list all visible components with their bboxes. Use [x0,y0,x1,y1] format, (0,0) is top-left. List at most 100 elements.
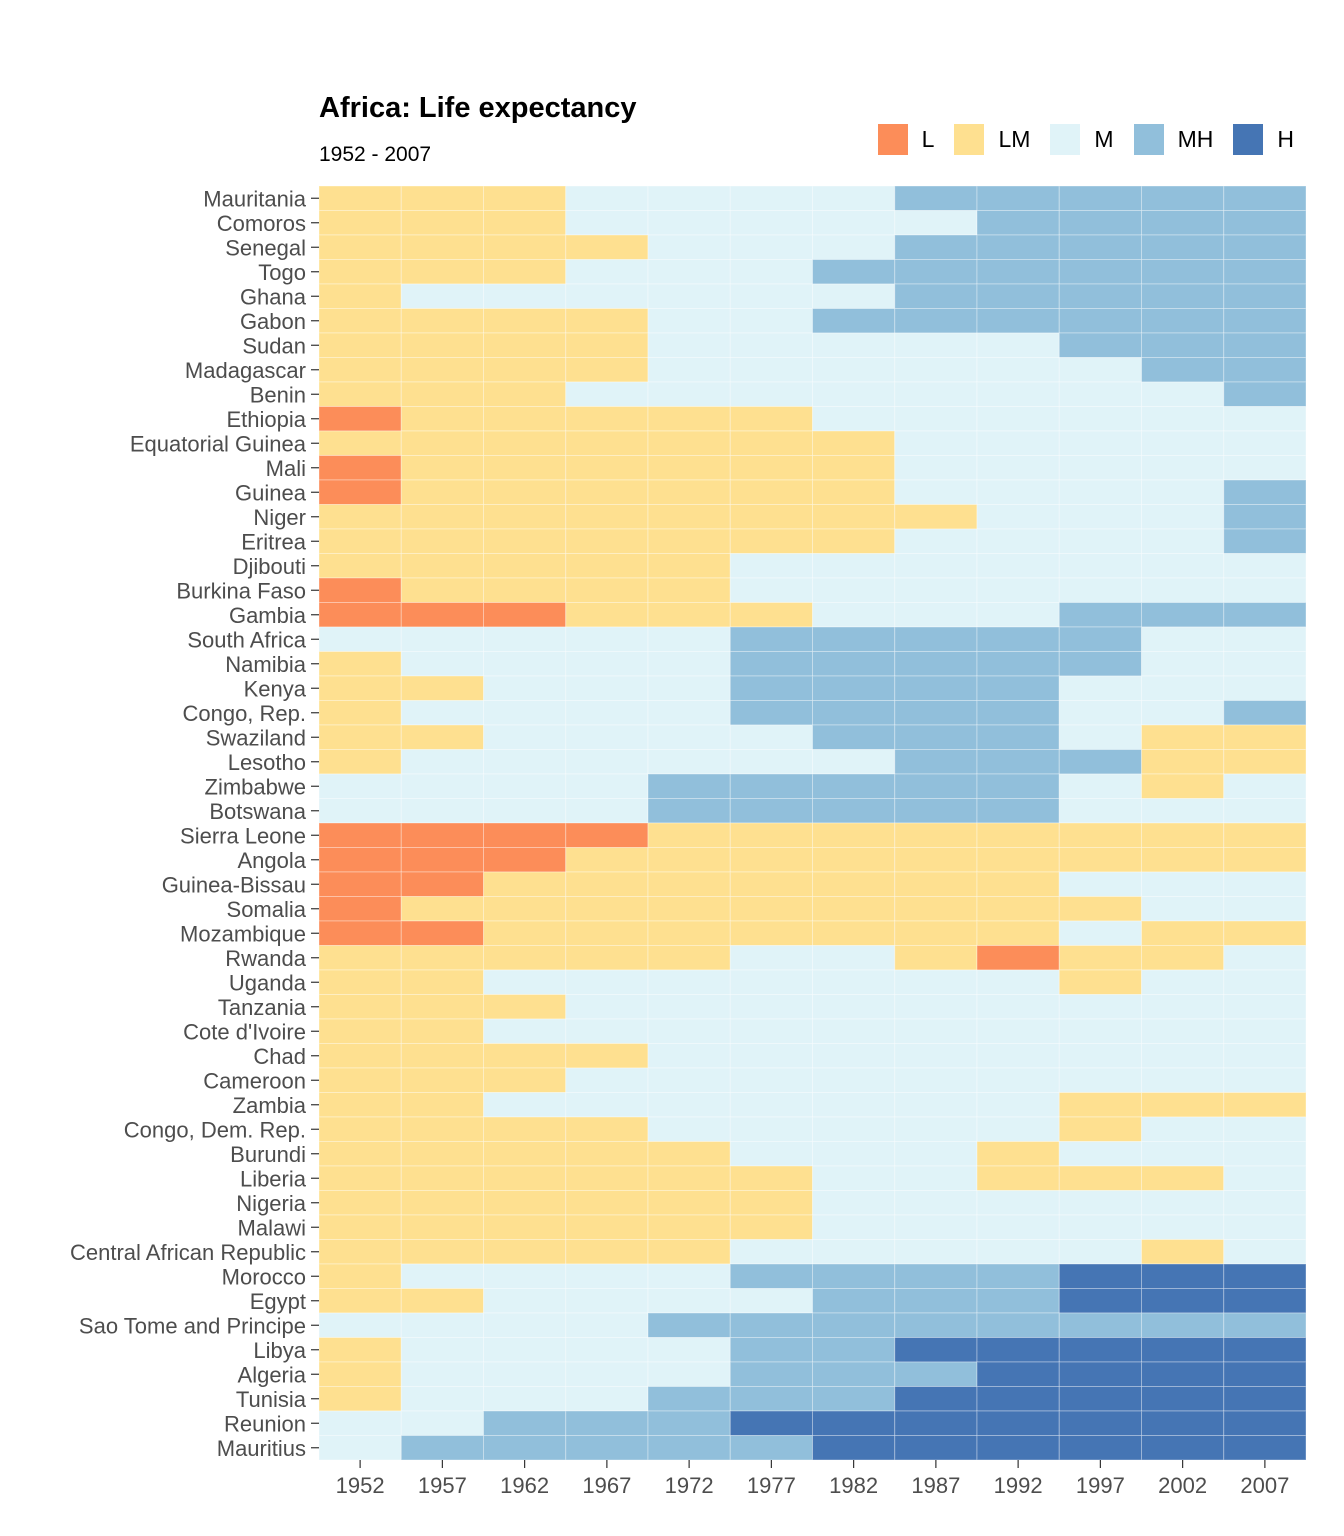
heatmap-cell [976,749,1060,775]
heatmap-cell [483,381,567,407]
heatmap-cell [1223,1141,1307,1167]
heatmap-cell [976,357,1060,383]
heatmap-cell [318,577,402,603]
heatmap-cell [400,1435,484,1461]
y-tick-label: Libya [253,1338,306,1363]
heatmap-cell [729,798,813,824]
heatmap-cell [729,553,813,579]
heatmap-cell [318,1361,402,1387]
heatmap-cell [647,847,731,873]
heatmap-cell [1058,994,1142,1020]
legend-label-mh: MH [1177,126,1214,152]
heatmap-cell [729,822,813,848]
heatmap-cell [1141,1239,1225,1265]
y-tick-label: Uganda [229,970,307,995]
heatmap-cell [812,577,896,603]
heatmap-cell [565,1141,649,1167]
heatmap-cell [976,1214,1060,1240]
heatmap-cell [1058,283,1142,309]
heatmap-cell [483,945,567,971]
heatmap-cell [1223,1190,1307,1216]
heatmap-cell [647,602,731,628]
x-tick-label: 1977 [747,1473,796,1498]
heatmap-cell [483,1018,567,1044]
heatmap-cell [400,896,484,922]
heatmap-cell [1223,1288,1307,1314]
heatmap-cell [318,406,402,432]
heatmap-cell [976,847,1060,873]
y-tick-label: Equatorial Guinea [130,431,307,456]
heatmap-cell [400,1288,484,1314]
heatmap-cell [483,528,567,554]
heatmap-cell [400,430,484,456]
heatmap-cell [1058,749,1142,775]
heatmap-cell [483,675,567,701]
heatmap-cell [483,602,567,628]
heatmap-cell [400,1386,484,1412]
legend-label-h: H [1277,126,1294,152]
heatmap-cell [729,626,813,652]
heatmap-cell [1223,749,1307,775]
heatmap-cell [1223,1263,1307,1289]
heatmap-cell [1141,283,1225,309]
heatmap-cell [976,1018,1060,1044]
heatmap-cell [565,553,649,579]
heatmap-cell [729,528,813,554]
heatmap-cell [729,1361,813,1387]
heatmap-cell [647,700,731,726]
heatmap-cell [1058,577,1142,603]
heatmap-cell [400,749,484,775]
heatmap-cell [812,1190,896,1216]
y-tick-label: Madagascar [185,358,306,383]
heatmap-cell [812,479,896,505]
heatmap-cell [1223,1092,1307,1118]
heatmap-cell [400,259,484,285]
heatmap-cell [812,308,896,334]
heatmap-cell [647,1386,731,1412]
heatmap-cell [1058,1214,1142,1240]
heatmap-cell [565,406,649,432]
heatmap-cell [565,1092,649,1118]
heatmap-cell [565,259,649,285]
heatmap-cell [400,1214,484,1240]
heatmap-cell [894,798,978,824]
heatmap-cell [1141,994,1225,1020]
heatmap-cell [565,602,649,628]
heatmap-cell [894,357,978,383]
heatmap-cell [812,1043,896,1069]
heatmap-cell [565,1116,649,1142]
heatmap-cell [1141,1092,1225,1118]
y-tick-label: Benin [250,382,306,407]
heatmap-cell [400,1141,484,1167]
legend-item-lm: LM [954,124,1030,155]
heatmap-cell [647,724,731,750]
heatmap-cell [565,1337,649,1363]
heatmap-cell [318,185,402,211]
heatmap-cell [400,847,484,873]
heatmap-cell [729,920,813,946]
heatmap-cell [1223,430,1307,456]
heatmap-cell [976,185,1060,211]
heatmap-cell [483,234,567,260]
heatmap-cell [976,1410,1060,1436]
heatmap-cell [1058,1018,1142,1044]
heatmap-cell [894,210,978,236]
heatmap-cell [647,381,731,407]
heatmap-cell [647,675,731,701]
heatmap-cell [976,724,1060,750]
heatmap-cell [729,1239,813,1265]
y-tick-label: Tunisia [236,1387,307,1412]
heatmap-cell [647,234,731,260]
x-tick-label: 1982 [829,1473,878,1498]
heatmap-cell [812,283,896,309]
heatmap-cell [318,1337,402,1363]
heatmap-cell [483,504,567,530]
heatmap-cell [647,896,731,922]
heatmap-cell [1058,675,1142,701]
heatmap-cell [894,332,978,358]
y-tick-label: Lesotho [228,750,306,775]
heatmap-cell [318,1410,402,1436]
heatmap-cell [400,1190,484,1216]
heatmap-cell [1223,210,1307,236]
